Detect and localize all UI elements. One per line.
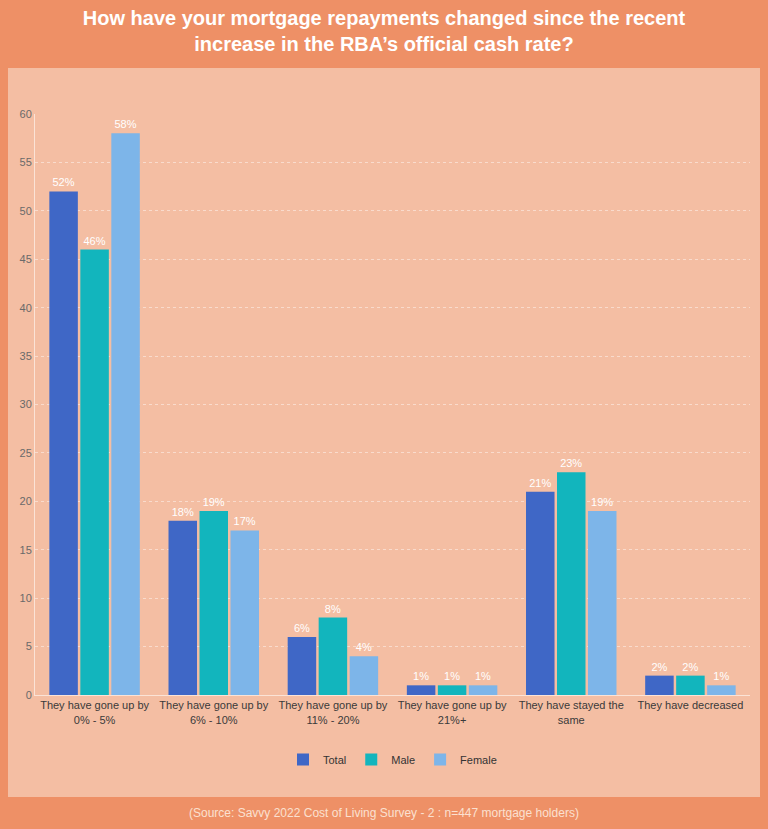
svg-text:19%: 19% — [203, 496, 225, 508]
svg-text:25: 25 — [20, 447, 32, 459]
svg-text:23%: 23% — [560, 457, 582, 469]
svg-text:1%: 1% — [713, 670, 729, 682]
svg-text:0: 0 — [26, 689, 32, 701]
svg-text:40: 40 — [20, 302, 32, 314]
svg-text:They have gone up by11% - 20%: They have gone up by11% - 20% — [278, 699, 387, 725]
svg-text:They have stayed thesame: They have stayed thesame — [519, 699, 624, 725]
svg-text:2%: 2% — [651, 661, 667, 673]
svg-text:46%: 46% — [83, 235, 105, 247]
svg-text:50: 50 — [20, 205, 32, 217]
svg-text:58%: 58% — [114, 118, 136, 130]
svg-text:1%: 1% — [475, 670, 491, 682]
svg-text:18%: 18% — [172, 506, 194, 518]
svg-text:4%: 4% — [356, 641, 372, 653]
svg-text:They have gone up by6% - 10%: They have gone up by6% - 10% — [159, 699, 268, 725]
svg-text:(Source: Savvy 2022 Cost of Li: (Source: Savvy 2022 Cost of Living Surve… — [189, 806, 579, 820]
svg-text:They have gone up by0% - 5%: They have gone up by0% - 5% — [40, 699, 149, 725]
svg-text:6%: 6% — [294, 622, 310, 634]
svg-text:60: 60 — [20, 108, 32, 120]
svg-text:They have gone up by21%+: They have gone up by21%+ — [398, 699, 507, 725]
svg-text:1%: 1% — [444, 670, 460, 682]
svg-text:Female: Female — [460, 754, 497, 766]
svg-text:Total: Total — [323, 754, 346, 766]
svg-text:52%: 52% — [52, 176, 74, 188]
svg-text:Male: Male — [391, 754, 415, 766]
svg-text:20: 20 — [20, 495, 32, 507]
svg-text:21%: 21% — [529, 477, 551, 489]
svg-text:19%: 19% — [591, 496, 613, 508]
svg-text:1%: 1% — [413, 670, 429, 682]
svg-text:10: 10 — [20, 592, 32, 604]
svg-text:35: 35 — [20, 350, 32, 362]
svg-text:2%: 2% — [682, 661, 698, 673]
svg-text:15: 15 — [20, 544, 32, 556]
svg-text:8%: 8% — [325, 603, 341, 615]
svg-text:They have decreased: They have decreased — [638, 699, 744, 711]
svg-text:55: 55 — [20, 156, 32, 168]
svg-text:45: 45 — [20, 253, 32, 265]
svg-text:17%: 17% — [234, 515, 256, 527]
svg-text:5: 5 — [26, 640, 32, 652]
svg-text:How have your mortgage repayme: How have your mortgage repayments change… — [83, 7, 686, 55]
svg-text:30: 30 — [20, 398, 32, 410]
